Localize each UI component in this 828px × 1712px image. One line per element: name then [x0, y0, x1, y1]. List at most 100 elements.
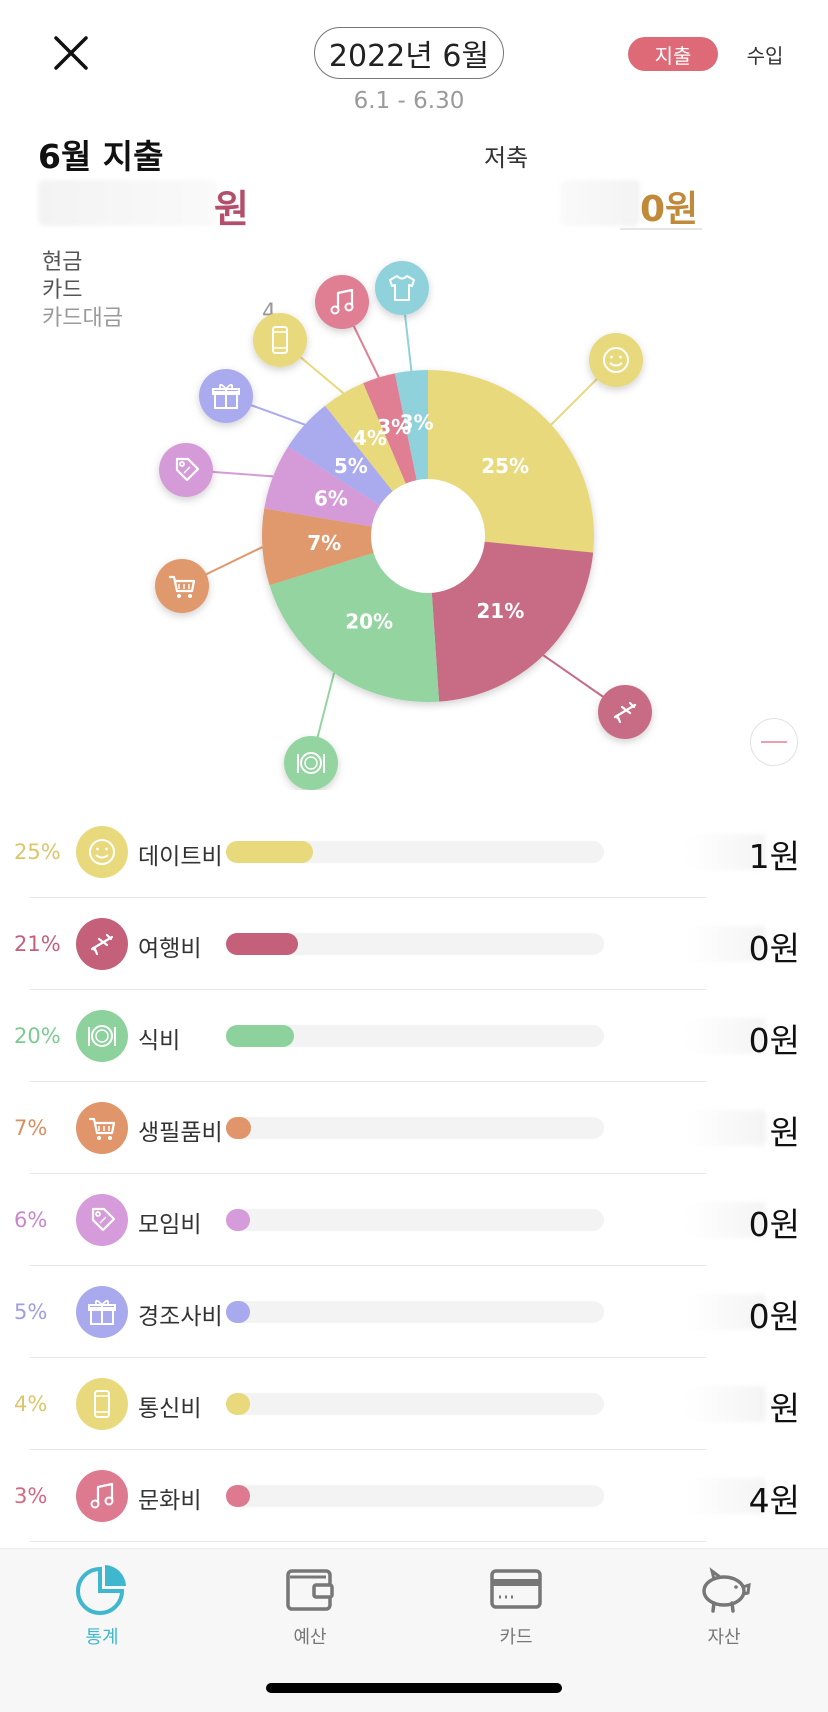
category-bar [226, 1393, 604, 1415]
slice-label: 4% [353, 426, 387, 450]
category-bar [226, 1301, 604, 1323]
tab-stats[interactable]: 통계 [42, 1561, 162, 1661]
category-percent: 7% [14, 1116, 48, 1140]
income-toggle[interactable]: 수입 [746, 43, 784, 68]
category-icon-badge [76, 918, 128, 970]
cart-icon [89, 1117, 116, 1140]
tab-assets[interactable]: 자산 [664, 1561, 784, 1661]
category-icon-badge [76, 1470, 128, 1522]
smile-icon-marker [589, 333, 643, 387]
category-name: 문화비 [138, 1488, 202, 1514]
category-row[interactable]: 6% 모임비 0원 [0, 1174, 828, 1266]
row-divider [30, 1356, 706, 1358]
category-amount: 1원 [748, 837, 800, 876]
method-cash: 현금 [42, 250, 83, 275]
slice-label: 6% [314, 487, 348, 511]
gift-icon-marker [199, 369, 253, 423]
dish-icon-marker [284, 736, 338, 790]
slice-label: 7% [307, 531, 341, 555]
method-card: 카드 [42, 278, 83, 303]
dish-icon [88, 1025, 116, 1047]
category-percent: 20% [14, 1024, 61, 1048]
total-amount-unit: 원 [214, 187, 249, 231]
month-selector[interactable]: 2022년 6월 [314, 27, 504, 79]
category-bar [226, 1209, 604, 1231]
slice-생필품비 [262, 508, 428, 586]
category-percent: 4% [14, 1392, 48, 1416]
category-percent: 21% [14, 932, 61, 956]
category-bar-fill [226, 841, 313, 863]
amount-masked [686, 1202, 766, 1238]
category-name: 경조사비 [138, 1304, 223, 1330]
category-row[interactable]: 5% 경조사비 0원 [0, 1266, 828, 1358]
tab-budget[interactable]: 예산 [250, 1561, 370, 1661]
phone-icon-marker [253, 313, 307, 367]
category-bar [226, 933, 604, 955]
smile-icon [603, 347, 629, 373]
tab-budget-label: 예산 [293, 1627, 327, 1648]
category-row[interactable]: 21% 여행비 0원 [0, 898, 828, 990]
category-amount: 원 [769, 1389, 800, 1428]
category-row[interactable]: 3% 문화비 4원 [0, 1450, 828, 1542]
row-divider [30, 1172, 706, 1174]
category-row[interactable]: 25% 데이트비 1원 [0, 806, 828, 898]
gift-icon [88, 1299, 116, 1325]
category-row[interactable]: 7% 생필품비 원 [0, 1082, 828, 1174]
slice-label: 21% [476, 599, 524, 623]
category-amount: 0원 [748, 929, 800, 968]
category-bar-fill [226, 1209, 250, 1231]
category-bar-fill [226, 1025, 295, 1047]
piggybank-icon [702, 1567, 751, 1613]
category-name: 식비 [138, 1028, 181, 1054]
category-bar-fill [226, 1393, 250, 1415]
music-icon-marker [315, 275, 369, 329]
category-amount: 0원 [748, 1021, 800, 1060]
row-divider [30, 896, 706, 898]
category-donut-chart: 25%21%20%7%6%5%4%3%3% [155, 261, 652, 790]
category-row[interactable]: 20% 식비 0원 [0, 990, 828, 1082]
cart-icon-marker [155, 559, 209, 613]
category-amount: 4원 [748, 1481, 800, 1520]
summary-title: 6월 지출 [38, 137, 164, 176]
airplane-icon-marker [598, 685, 652, 739]
tab-card[interactable]: 카드 [456, 1561, 576, 1661]
row-divider [30, 1540, 706, 1542]
close-button[interactable] [46, 28, 96, 78]
amount-masked [686, 926, 766, 962]
category-bar-fill [226, 1117, 251, 1139]
airplane-icon [613, 701, 637, 724]
phone-icon [94, 1390, 110, 1418]
category-icon-badge [76, 1102, 128, 1154]
slice-label: 3% [400, 411, 434, 435]
category-bar-fill [226, 933, 298, 955]
category-name: 생필품비 [138, 1120, 223, 1146]
expense-toggle[interactable]: 지출 [628, 37, 718, 71]
tab-assets-label: 자산 [707, 1627, 741, 1648]
category-amount: 0원 [748, 1297, 800, 1336]
category-name: 모임비 [138, 1212, 202, 1238]
category-name: 여행비 [138, 936, 202, 962]
category-row[interactable]: 4% 통신비 원 [0, 1358, 828, 1450]
category-bar [226, 841, 604, 863]
amount-masked [686, 1018, 766, 1054]
amount-masked [686, 1110, 766, 1146]
slice-label: 3% [377, 415, 411, 439]
row-divider [30, 1264, 706, 1266]
category-amount: 0원 [748, 1205, 800, 1244]
category-bar-fill [226, 1301, 250, 1323]
savings-label: 저축 [484, 144, 529, 172]
amount-masked [686, 834, 766, 870]
category-icon-badge [76, 1194, 128, 1246]
close-icon [54, 36, 88, 70]
wallet-icon [286, 1569, 334, 1611]
slice-label: 25% [481, 454, 529, 478]
category-amount: 원 [769, 1113, 800, 1152]
slice-label: 5% [334, 454, 368, 478]
cart-icon [169, 575, 196, 598]
slice-label: 20% [345, 610, 393, 634]
collapse-button[interactable] [750, 718, 798, 766]
category-icon-badge [76, 826, 128, 878]
slice-여행비 [428, 536, 594, 702]
category-name: 통신비 [138, 1396, 202, 1422]
music-icon [330, 288, 354, 315]
